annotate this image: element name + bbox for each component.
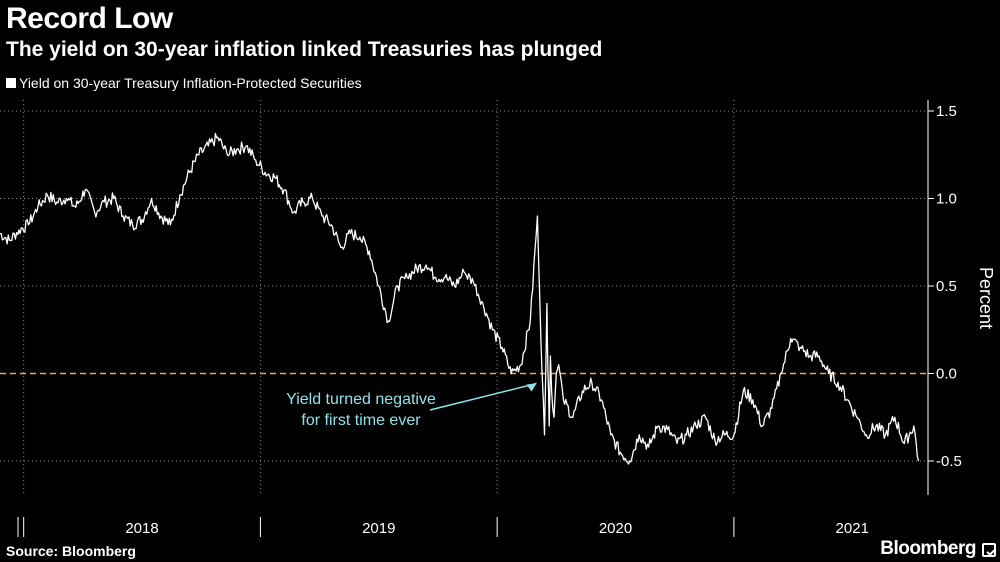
brand-logo: Bloomberg — [880, 538, 976, 559]
y-tick-label: 0.0 — [936, 366, 957, 383]
series — [0, 132, 920, 465]
x-tick-label: 2021 — [836, 520, 869, 537]
annotation-arrow — [429, 382, 537, 411]
chart-subtitle: The yield on 30-year inflation linked Tr… — [6, 38, 603, 61]
y-tick-label: -0.5 — [936, 453, 962, 470]
y-tick-label: 1.0 — [936, 191, 957, 208]
annotation-arrowhead — [526, 383, 537, 392]
x-tick-label: 2018 — [125, 520, 158, 537]
legend-label: Yield on 30-year Treasury Inflation-Prot… — [19, 75, 362, 91]
x-tick-label: 2020 — [599, 520, 632, 537]
y-axis-label: Percent — [976, 267, 996, 329]
source-note: Source: Bloomberg — [6, 543, 136, 559]
legend: Yield on 30-year Treasury Inflation-Prot… — [6, 75, 362, 91]
annotation-text: Yield turned negative — [286, 391, 436, 408]
x-tick-label: 2019 — [362, 520, 395, 537]
chart-title: Record Low — [6, 2, 173, 35]
series-line — [0, 132, 920, 465]
legend-swatch — [6, 78, 16, 88]
brand-mark-icon — [982, 543, 996, 557]
grid — [0, 100, 928, 495]
annotation: Yield turned negative for first time ever — [286, 382, 537, 429]
y-tick-label: 1.5 — [936, 103, 957, 120]
y-tick-label: 0.5 — [936, 278, 957, 295]
annotation-text: for first time ever — [301, 412, 421, 429]
y-axis: 1.5 1.0 0.5 0.0 -0.5 — [927, 100, 962, 495]
x-axis: 2018 2019 2020 2021 — [17, 517, 869, 537]
